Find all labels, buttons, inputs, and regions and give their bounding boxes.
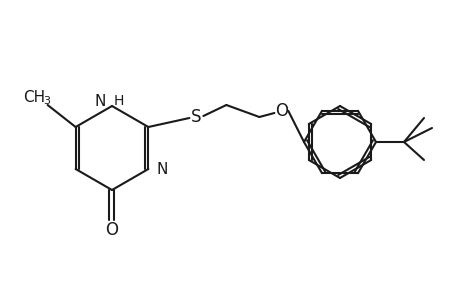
Text: O: O	[274, 102, 287, 120]
Text: S: S	[190, 108, 201, 126]
Text: CH: CH	[23, 89, 45, 104]
Text: H: H	[114, 94, 124, 108]
Text: 3: 3	[43, 96, 50, 106]
Text: N: N	[95, 94, 106, 109]
Text: N: N	[156, 161, 168, 176]
Text: O: O	[105, 221, 118, 239]
